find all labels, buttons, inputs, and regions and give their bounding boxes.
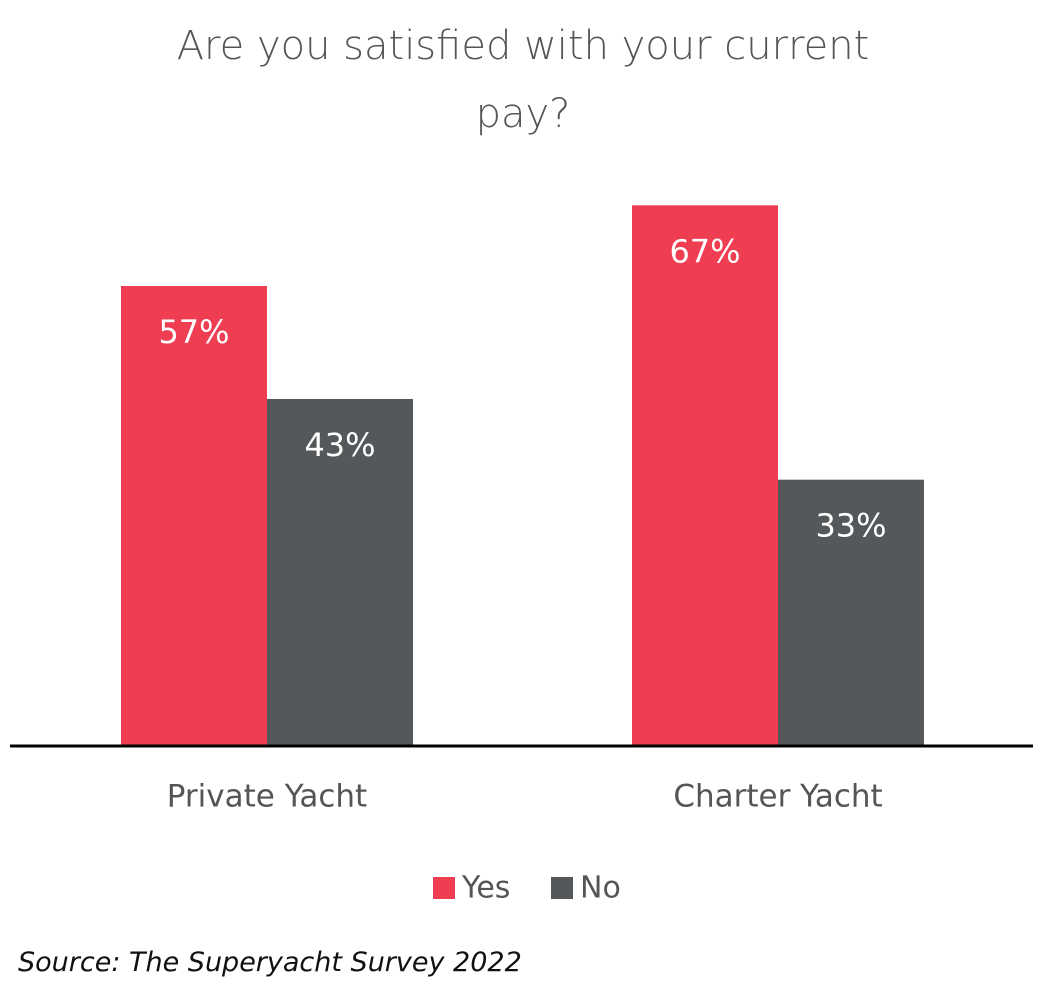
legend-label: No <box>580 871 621 906</box>
legend-label: Yes <box>461 871 510 906</box>
bar <box>267 398 413 746</box>
value-label: 33% <box>815 507 886 545</box>
bar <box>121 286 267 746</box>
legend-swatch <box>433 877 455 899</box>
value-label: 57% <box>158 313 229 351</box>
source-note: Source: The Superyacht Survey 2022 <box>18 947 522 978</box>
value-label: 67% <box>669 232 740 270</box>
legend-swatch <box>551 877 573 899</box>
bar <box>632 205 778 746</box>
bar <box>778 479 924 746</box>
x-tick-label: Private Yacht <box>167 779 367 815</box>
value-label: 43% <box>304 426 375 464</box>
x-tick-label: Charter Yacht <box>673 779 882 815</box>
chart-title: Are you satisfied with your current pay? <box>176 23 870 137</box>
